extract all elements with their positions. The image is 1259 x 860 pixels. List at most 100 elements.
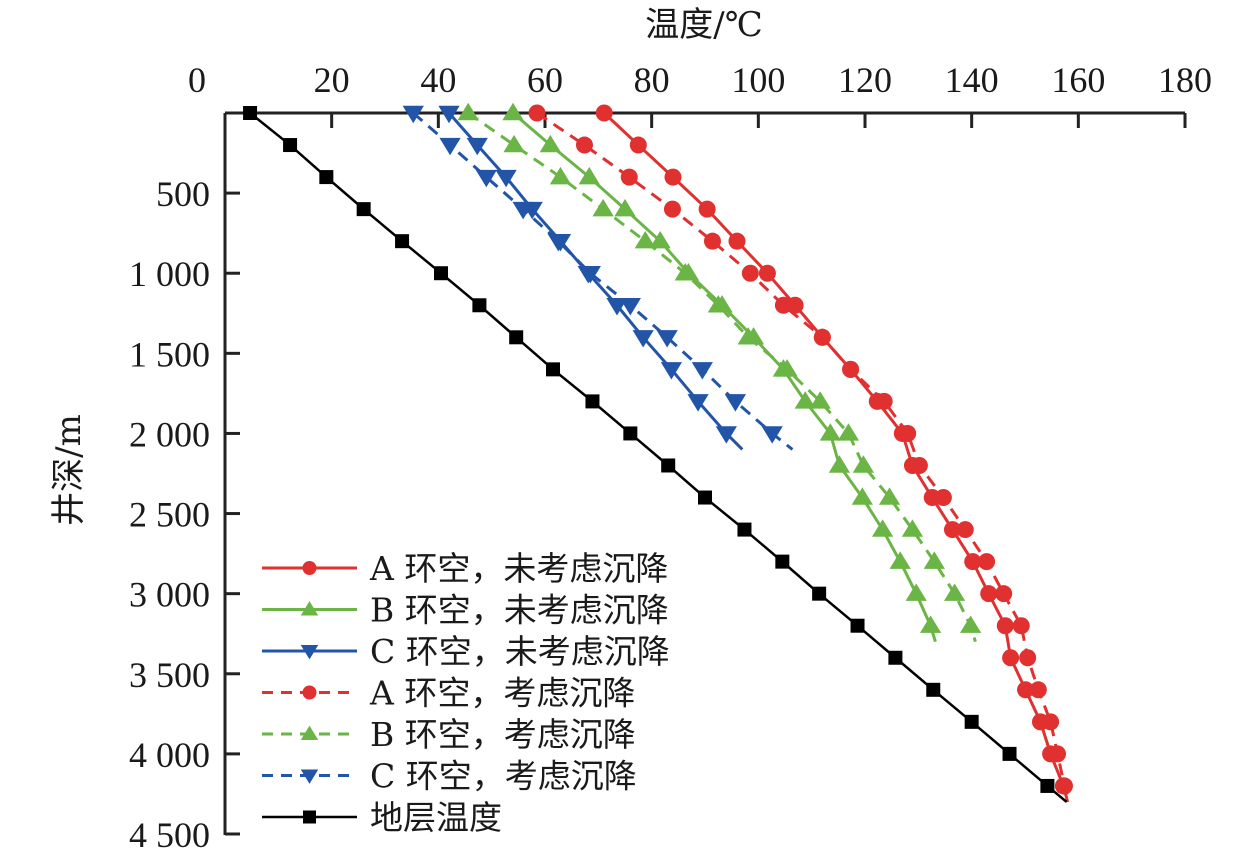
x-tick-label: 20	[314, 60, 350, 100]
data-point	[774, 296, 792, 314]
data-point	[934, 489, 952, 507]
data-point	[1017, 681, 1035, 699]
data-point	[619, 298, 641, 316]
data-point	[687, 394, 709, 412]
legend-item: C 环空，考虑沉降	[262, 757, 637, 796]
y-tick-label: 1 000	[129, 254, 210, 294]
x-tick-label: 180	[1158, 60, 1212, 100]
data-point	[319, 170, 334, 185]
legend-marker	[302, 561, 317, 575]
data-point	[623, 426, 638, 441]
data-point	[243, 106, 258, 120]
data-point	[1002, 746, 1017, 761]
data-point	[828, 455, 851, 473]
data-point	[943, 583, 966, 601]
data-point	[842, 360, 860, 378]
data-point	[656, 330, 678, 348]
data-point	[910, 456, 928, 474]
data-point	[850, 618, 865, 633]
data-point	[547, 233, 569, 252]
x-ticks: 0 20 40 60 80 100 120 140 160 180	[188, 60, 1212, 128]
y-axis-title: 井深/m	[49, 414, 89, 526]
data-point	[402, 105, 424, 124]
data-point	[579, 265, 601, 284]
y-ticks: 500 1 000 1 500 2 000 2 500 3 000 3 500 4 000 4 …	[129, 174, 240, 855]
data-point	[919, 615, 942, 633]
data-point	[578, 166, 600, 185]
data-point	[737, 522, 752, 537]
data-point	[978, 553, 996, 571]
data-point	[878, 487, 901, 505]
x-tick-label: 60	[527, 60, 563, 100]
data-point	[585, 394, 600, 409]
legend-marker	[300, 645, 319, 660]
data-point	[728, 232, 746, 250]
data-point	[466, 137, 488, 156]
data-point	[837, 423, 860, 441]
data-point	[956, 521, 974, 539]
y-tick-label: 2 500	[129, 495, 210, 535]
data-point	[509, 330, 524, 345]
data-point	[724, 394, 747, 412]
data-point	[794, 391, 816, 409]
legend-marker	[303, 810, 316, 824]
data-point	[502, 102, 524, 121]
y-tick-label: 3 500	[129, 655, 210, 695]
y-tick-label: 2 000	[129, 414, 210, 454]
data-point	[1002, 649, 1020, 667]
data-point	[703, 232, 721, 250]
legend-label: A 环空，考虑沉降	[369, 674, 635, 713]
legend-item: B 环空，考虑沉降	[262, 715, 636, 754]
data-point	[495, 169, 517, 188]
data-point	[1042, 713, 1060, 731]
data-point	[926, 682, 941, 697]
data-point	[889, 551, 911, 569]
data-point	[775, 554, 790, 569]
data-point	[1040, 778, 1055, 793]
y-tick-label: 4 500	[129, 815, 210, 855]
data-point	[871, 519, 894, 537]
legend-item: C 环空，未考虑沉降	[262, 632, 670, 671]
data-point	[905, 583, 927, 601]
x-tick-label: 120	[838, 60, 892, 100]
data-point	[923, 551, 945, 569]
legend-label: 地层温度	[370, 798, 502, 837]
data-point	[758, 264, 776, 282]
data-point	[943, 521, 961, 539]
data-point	[698, 490, 712, 505]
data-point	[649, 230, 671, 249]
series-5	[457, 102, 982, 643]
data-point	[852, 455, 875, 473]
data-point	[691, 362, 713, 380]
x-tick-label: 80	[634, 60, 670, 100]
data-point	[707, 295, 729, 313]
y-tick-label: 4 000	[129, 735, 210, 775]
legend-marker	[300, 769, 319, 784]
data-point	[812, 586, 827, 601]
data-point	[959, 615, 982, 633]
x-tick-label: 160	[1051, 60, 1105, 100]
data-point	[434, 266, 448, 281]
data-point	[995, 585, 1013, 603]
data-point	[1019, 649, 1037, 667]
data-point	[575, 136, 593, 154]
data-point	[819, 423, 841, 441]
legend-marker	[302, 685, 317, 700]
data-point	[996, 617, 1014, 635]
data-point	[776, 359, 798, 377]
data-point	[528, 104, 546, 122]
data-point	[964, 553, 982, 571]
x-tick-label: 100	[731, 60, 785, 100]
data-point	[283, 138, 298, 153]
data-point	[512, 201, 534, 220]
legend-label: C 环空，考虑沉降	[370, 757, 637, 796]
data-point	[503, 134, 525, 153]
data-point	[634, 230, 656, 249]
data-point	[1055, 777, 1073, 795]
data-point	[660, 362, 683, 380]
y-tick-label: 500	[156, 174, 210, 214]
series-7	[243, 106, 1068, 803]
legend-item: A 环空，未考虑沉降	[262, 549, 668, 588]
data-point	[737, 327, 759, 345]
data-point	[546, 362, 560, 377]
